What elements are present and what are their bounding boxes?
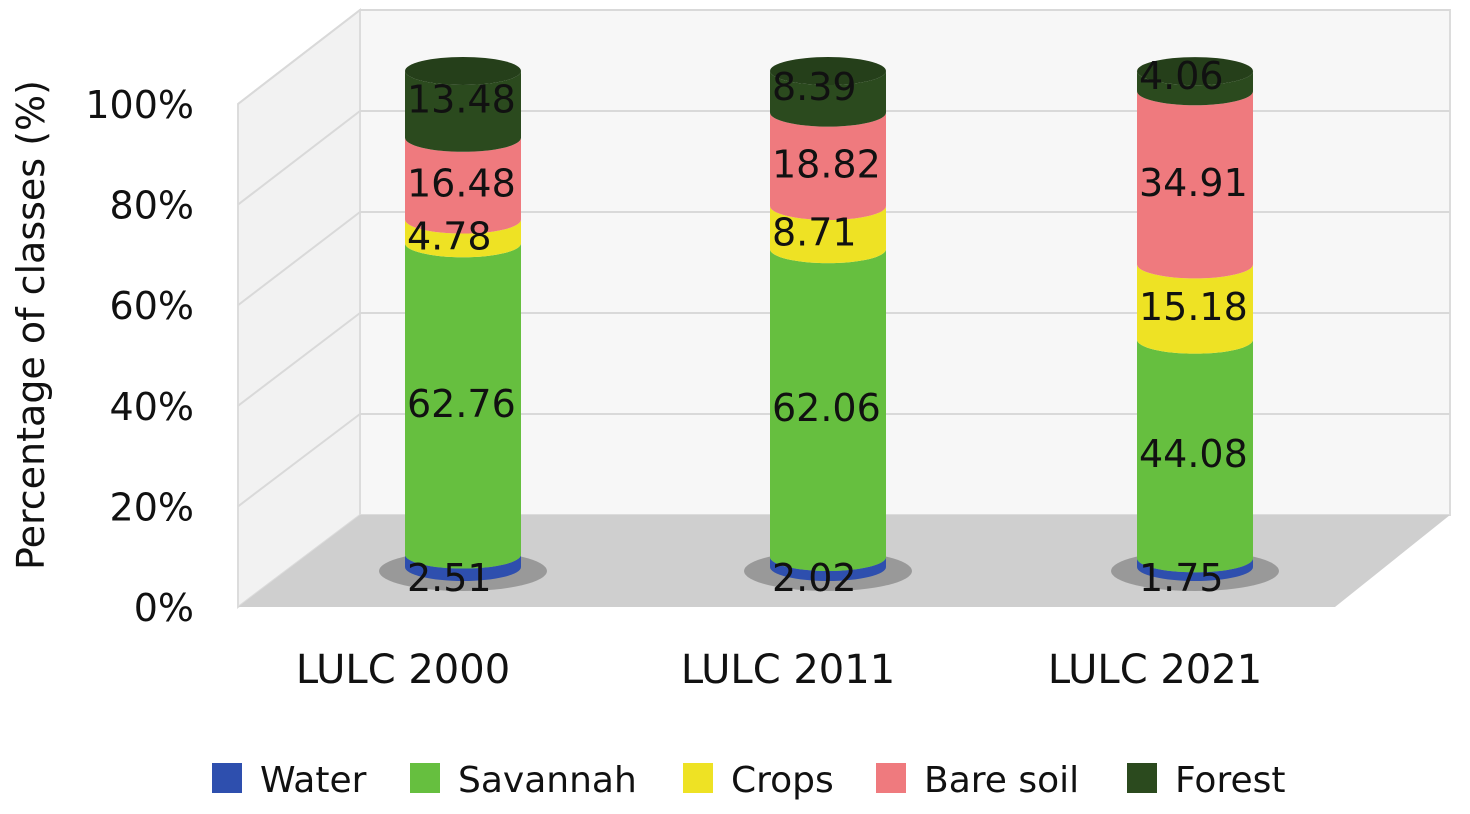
data-label-savannah: 62.76	[407, 382, 516, 426]
bar-top-cap	[405, 56, 521, 85]
gridline-side	[237, 9, 361, 105]
gridline-side	[237, 312, 361, 407]
y-tick-label: 0%	[134, 586, 194, 630]
legend-label: Water	[260, 760, 367, 801]
y-axis-ticks: 0% 20% 40% 60% 80% 100%	[85, 83, 194, 630]
legend-label: Savannah	[458, 760, 637, 801]
bar-segment-crops	[770, 205, 886, 264]
data-label-bare-soil: 18.82	[772, 142, 881, 186]
legend-item-forest: Forest	[1127, 760, 1285, 801]
legend-swatch	[876, 763, 906, 793]
legend-swatch	[1127, 763, 1157, 793]
data-label-crops: 8.71	[772, 211, 857, 255]
gridlines	[237, 9, 1450, 508]
bar-segment-water	[405, 554, 521, 581]
bar-segment-bare-soil	[770, 112, 886, 220]
bar-segment-crops	[405, 219, 521, 258]
legend: Water Savannah Crops Bare soil Forest	[212, 760, 1285, 801]
category-label: LULC 2000	[296, 647, 510, 693]
bar-segment-bare-soil	[405, 137, 521, 234]
bar-stack-1: 2.51 62.76 4.78 16.48 13.48	[379, 56, 547, 600]
data-label-savannah: 44.08	[1139, 432, 1248, 476]
data-label-bare-soil: 34.91	[1139, 161, 1248, 205]
legend-label: Crops	[731, 760, 834, 801]
bar-segment-savannah	[770, 249, 886, 571]
y-tick-label: 20%	[110, 485, 194, 529]
y-axis-title: Percentage of classes (%)	[9, 80, 53, 570]
bar-segment-bare-soil	[1137, 91, 1253, 279]
legend-item-crops: Crops	[683, 760, 834, 801]
bar-top-cap	[1137, 57, 1253, 86]
data-label-bare-soil: 16.48	[407, 162, 516, 206]
gridline-side	[237, 110, 361, 206]
legend-item-water: Water	[212, 760, 367, 801]
data-label-forest: 13.48	[407, 77, 516, 121]
y-tick-label: 40%	[110, 385, 194, 429]
legend-swatch	[410, 763, 440, 793]
bars: 2.51 62.76 4.78 16.48 13.48 2.02 62.06 8.71 18.8…	[379, 54, 1279, 600]
category-label: LULC 2011	[681, 647, 895, 693]
legend-item-savannah: Savannah	[410, 760, 637, 801]
bar-segment-water	[770, 556, 886, 581]
bar-stack-2: 2.02 62.06 8.71 18.82 8.39	[744, 57, 912, 600]
data-label-water: 1.75	[1139, 556, 1224, 600]
data-label-water: 2.02	[772, 556, 857, 600]
bar-segment-savannah	[1137, 339, 1253, 573]
bar-segment-forest	[1137, 71, 1253, 106]
data-label-water: 2.51	[407, 556, 492, 600]
bar-segment-forest	[770, 71, 886, 127]
data-label-crops: 4.78	[407, 214, 492, 258]
bar-segment-crops	[1137, 264, 1253, 354]
bar-segment-savannah	[405, 243, 521, 569]
data-label-crops: 15.18	[1139, 285, 1248, 329]
category-label: LULC 2021	[1048, 647, 1262, 693]
bar-segment-forest	[405, 70, 521, 152]
back-wall	[359, 9, 1451, 516]
bar-segment-water	[1137, 558, 1253, 581]
y-tick-label: 100%	[85, 83, 194, 127]
legend-label: Forest	[1175, 760, 1285, 801]
gridline-side	[237, 413, 361, 508]
data-label-forest: 4.06	[1139, 54, 1224, 98]
legend-swatch	[212, 763, 242, 793]
y-tick-label: 80%	[110, 184, 194, 228]
bar-stack-3: 1.75 44.08 15.18 34.91 4.06	[1111, 54, 1279, 600]
gridline-side	[237, 211, 361, 306]
data-label-savannah: 62.06	[772, 386, 881, 430]
legend-item-bare-soil: Bare soil	[876, 760, 1079, 801]
category-labels: LULC 2000 LULC 2011 LULC 2021	[296, 647, 1262, 693]
y-tick-label: 60%	[110, 284, 194, 328]
legend-swatch	[683, 763, 713, 793]
legend-label: Bare soil	[924, 760, 1079, 801]
bar-top-cap	[770, 57, 886, 85]
data-label-forest: 8.39	[772, 65, 857, 109]
side-wall	[237, 7, 361, 610]
